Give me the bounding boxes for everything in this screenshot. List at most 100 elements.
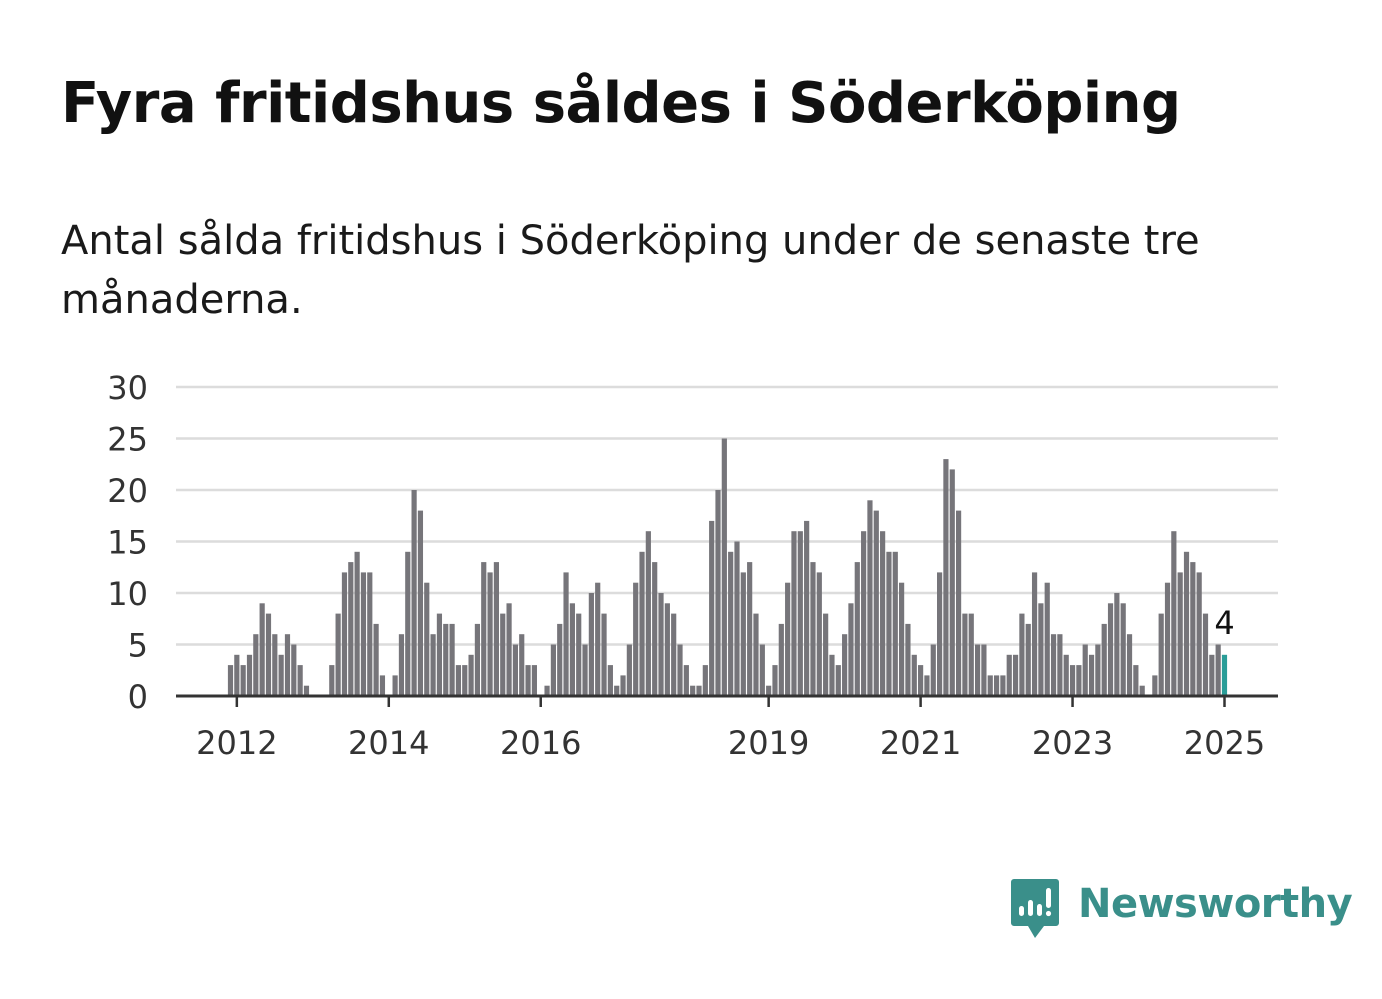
bar [462,665,468,696]
bar [886,551,892,696]
bar [645,531,651,696]
bar [955,510,962,696]
bar [550,644,556,696]
bar [1025,623,1031,696]
bar [335,613,341,696]
bar [436,613,443,696]
bar [588,593,594,696]
bar [234,654,240,696]
bar [709,520,715,696]
logo-bar-1 [1019,906,1024,916]
bar [1171,531,1177,696]
bar [341,572,348,696]
bar [519,634,525,696]
bar [1209,654,1215,696]
bar [1038,603,1044,696]
bar [671,613,677,696]
bar [620,675,626,696]
bar [1101,623,1107,696]
chart-subtitle: Antal sålda fritidshus i Söderköping und… [61,218,1200,323]
bar [430,634,436,696]
bar [1177,572,1183,696]
bar [614,685,620,696]
bar [1133,665,1139,696]
bar [500,613,506,696]
bar [227,665,234,696]
bar [487,572,493,696]
bar [246,654,253,696]
bar [240,665,246,696]
bar [582,644,588,696]
x-tick-label: 2014 [348,724,429,762]
newsworthy-logo: Newsworthy [1010,876,1353,940]
bar [291,644,297,696]
bar [829,654,835,696]
bar [272,634,278,696]
bar [1202,613,1209,696]
y-tick-label: 10 [107,575,148,613]
bar [715,490,721,696]
bar [848,603,854,696]
bar [544,685,550,696]
bar [740,572,746,696]
bar [1088,654,1095,696]
bar [721,438,727,696]
bar [873,510,879,696]
bar [443,623,449,696]
bar [607,665,613,696]
bar [766,685,772,696]
bar [937,572,943,696]
bar [354,551,360,696]
bar [1183,551,1190,696]
bar [791,531,797,696]
bar [949,469,955,696]
newsworthy-chart-icon [1011,879,1059,938]
bar [810,562,816,696]
bar [974,644,981,696]
bar [867,500,873,696]
bar [512,644,518,696]
bar [557,623,563,696]
bar [1190,562,1196,696]
logo-bar-3 [1037,904,1042,916]
bar [626,644,632,696]
bar [1063,654,1069,696]
bar [816,572,822,696]
bar [367,572,373,696]
bar [1050,634,1057,696]
bar [696,685,702,696]
bar [772,665,778,696]
bar [639,551,645,696]
logo-bar-4 [1046,888,1051,908]
axes [176,694,1278,707]
bar [842,634,848,696]
y-tick-label: 15 [107,524,148,562]
bar [506,603,512,696]
bar [1057,634,1063,696]
x-tick-label: 2021 [880,724,961,762]
bar [525,665,531,696]
bar [392,675,398,696]
bar [329,665,335,696]
bar [474,623,481,696]
bar [405,551,411,696]
x-tick-label: 2019 [728,724,809,762]
bar [1215,644,1221,696]
bar [373,623,379,696]
bar [835,665,841,696]
logo-dot [1045,910,1052,917]
bar [728,551,734,696]
bar [1114,593,1120,696]
y-tick-label: 20 [107,472,148,510]
bar [1139,685,1145,696]
y-tick-label: 0 [128,678,148,716]
y-tick-label: 30 [107,369,148,407]
bar [265,613,272,696]
bar [1158,613,1164,696]
bar [278,654,284,696]
bar [449,623,455,696]
bar [493,562,500,696]
bar [747,562,753,696]
bar [753,613,759,696]
x-tick-label: 2012 [196,724,277,762]
